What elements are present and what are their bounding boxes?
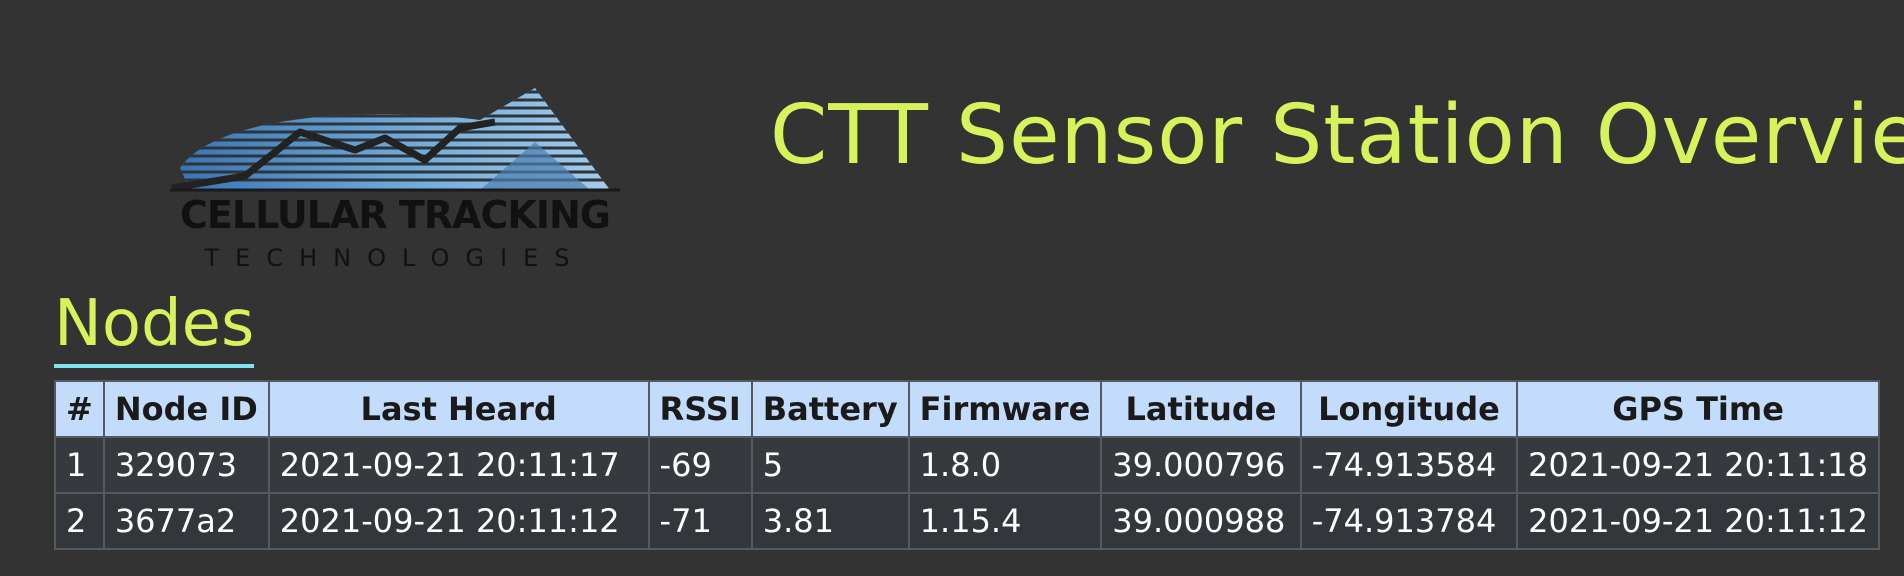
nodes-heading: Nodes: [54, 286, 255, 368]
column-header-battery[interactable]: Battery: [750, 380, 910, 438]
cell-gps-time: 2021-09-21 20:11:12: [1516, 492, 1880, 550]
column-header-last-heard[interactable]: Last Heard: [267, 380, 650, 438]
cell-battery: 3.81: [750, 492, 910, 550]
cell-firmware: 1.15.4: [907, 492, 1103, 550]
logo-text-main: CELLULAR TRACKING: [180, 193, 610, 237]
nodes-table: # Node ID Last Heard RSSI Battery Firmwa…: [54, 380, 1880, 550]
table-row: 1 329073 2021-09-21 20:11:17 -69 5 1.8.0…: [54, 436, 1880, 494]
cell-index: 1: [54, 436, 105, 494]
cell-latitude: 39.000796: [1100, 436, 1302, 494]
table-row: 2 3677a2 2021-09-21 20:11:12 -71 3.81 1.…: [54, 492, 1880, 550]
cellular-tracking-logo: CELLULAR TRACKING TECHNOLOGIES: [150, 80, 640, 280]
cell-rssi: -71: [647, 492, 753, 550]
page-title: CTT Sensor Station Overview: [770, 88, 1904, 183]
column-header-rssi[interactable]: RSSI: [647, 380, 753, 438]
cell-last-heard: 2021-09-21 20:11:17: [267, 436, 650, 494]
cell-firmware: 1.8.0: [907, 436, 1103, 494]
cell-longitude: -74.913584: [1299, 436, 1519, 494]
cell-gps-time: 2021-09-21 20:11:18: [1516, 436, 1880, 494]
column-header-node-id[interactable]: Node ID: [102, 380, 270, 438]
column-header-index[interactable]: #: [54, 380, 105, 438]
logo-text-sub: TECHNOLOGIES: [204, 244, 586, 272]
cell-longitude: -74.913784: [1299, 492, 1519, 550]
column-header-latitude[interactable]: Latitude: [1100, 380, 1302, 438]
table-header-row: # Node ID Last Heard RSSI Battery Firmwa…: [54, 380, 1880, 438]
cell-battery: 5: [750, 436, 910, 494]
cell-index: 2: [54, 492, 105, 550]
column-header-firmware[interactable]: Firmware: [907, 380, 1103, 438]
column-header-longitude[interactable]: Longitude: [1299, 380, 1519, 438]
cell-node-id: 329073: [102, 436, 270, 494]
cell-latitude: 39.000988: [1100, 492, 1302, 550]
cell-node-id: 3677a2: [102, 492, 270, 550]
cell-rssi: -69: [647, 436, 753, 494]
column-header-gps-time[interactable]: GPS Time: [1516, 380, 1880, 438]
cell-last-heard: 2021-09-21 20:11:12: [267, 492, 650, 550]
